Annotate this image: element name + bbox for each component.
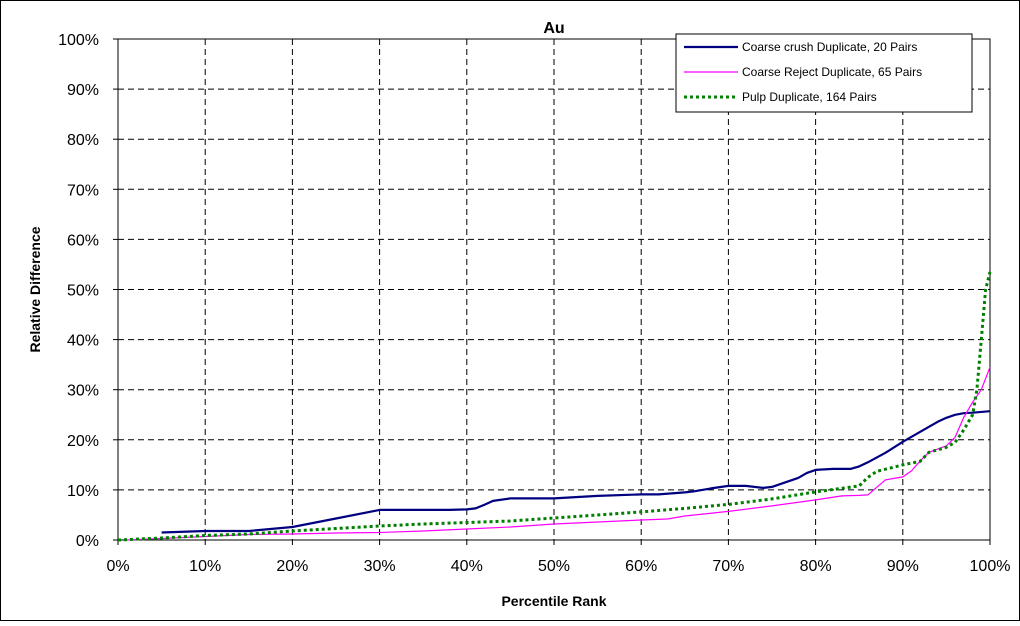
legend-items: Coarse crush Duplicate, 20 Pairs Coarse R… — [684, 40, 922, 104]
series-layer — [117, 271, 992, 542]
x-tick-label: 90% — [887, 558, 919, 575]
legend-label-3: Pulp Duplicate, 164 Pairs — [742, 90, 877, 104]
x-tick-label: 40% — [451, 558, 483, 575]
legend-label-2: Coarse Reject Duplicate, 65 Pairs — [742, 65, 922, 79]
series-line-3 — [117, 271, 992, 542]
y-tick-label: 80% — [67, 132, 99, 149]
y-tick-label: 10% — [67, 483, 99, 500]
x-tick-label: 80% — [800, 558, 832, 575]
x-tick-label: 0% — [106, 558, 129, 575]
y-tick-label: 60% — [67, 232, 99, 249]
y-axis-title: Relative Difference — [27, 226, 43, 352]
x-axis-title: Percentile Rank — [501, 593, 606, 609]
x-tick-label: 70% — [712, 558, 744, 575]
y-tick-label: 0% — [76, 533, 99, 550]
x-tick-label: 30% — [364, 558, 396, 575]
y-tick-label: 40% — [67, 333, 99, 350]
legend: Coarse crush Duplicate, 20 Pairs Coarse R… — [675, 33, 973, 113]
y-tick-label: 50% — [67, 283, 99, 300]
x-tick-label: 60% — [625, 558, 657, 575]
y-tick-label: 100% — [58, 32, 99, 49]
grid-layer — [118, 39, 990, 540]
x-tick-label: 50% — [538, 558, 570, 575]
tick-layer: 0% 10% 20% 30% 40% 50% 60% 70% 80% 90% 100% 0% 10% 20… — [58, 32, 1010, 575]
x-tick-label: 100% — [970, 558, 1011, 575]
series-line-1 — [161, 410, 991, 534]
y-tick-label: 20% — [67, 433, 99, 450]
legend-label-1: Coarse crush Duplicate, 20 Pairs — [742, 40, 917, 54]
chart-title: Au — [543, 20, 564, 37]
y-tick-label: 30% — [67, 383, 99, 400]
x-tick-label: 20% — [276, 558, 308, 575]
x-tick-label: 10% — [189, 558, 221, 575]
y-tick-label: 70% — [67, 182, 99, 199]
y-tick-label: 90% — [67, 82, 99, 99]
